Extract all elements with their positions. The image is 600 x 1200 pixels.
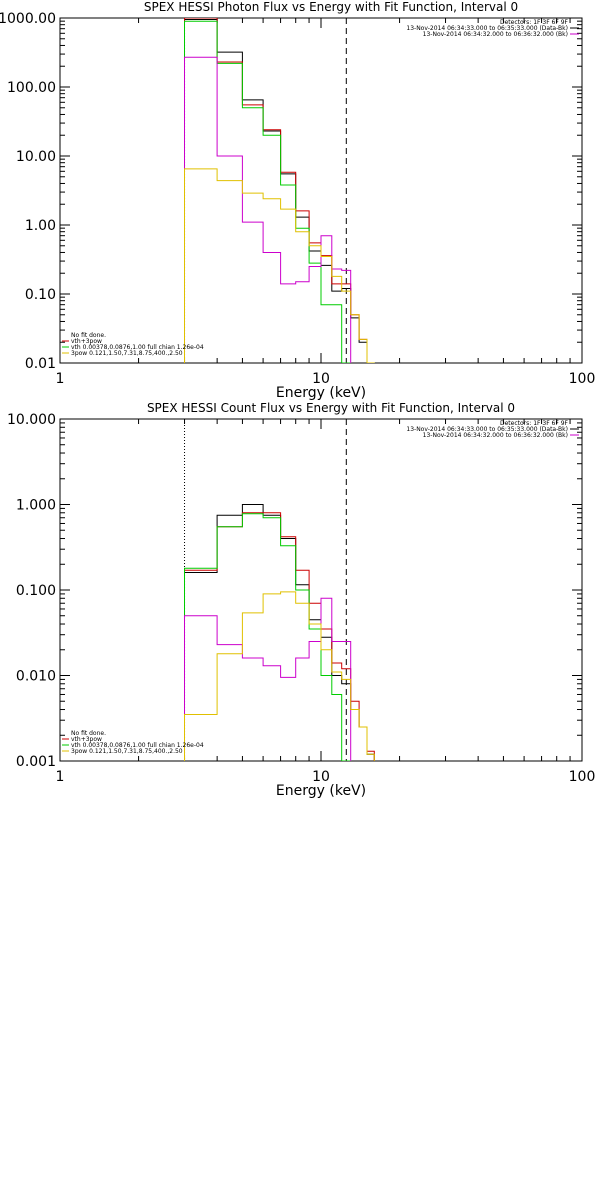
series-line-3 [184,597,352,761]
y-tick-label: 0.10 [25,287,56,303]
legend-top-text: 13-Nov-2014 06:34:33.000 to 06:35:33.000… [406,25,568,32]
legend-top-text: Detectors: 1F 3F 6F 9F [500,420,569,427]
x-tick-label: 100 [569,371,596,387]
x-tick-label: 1 [56,371,65,387]
legend-bottom-text: No fit done. [71,730,106,737]
y-tick-label: 10.000 [7,412,56,428]
series-line-4 [184,168,375,363]
x-axis-label: Energy (keV) [276,385,366,401]
x-tick-label: 10 [312,769,330,785]
legend-bottom-text: vth 0.00378,0.0876,1.00 full chian 1.26e… [71,344,204,351]
legend-top-text: 13-Nov-2014 06:34:32.000 to 06:36:32.000… [423,31,568,38]
legend-top-text: Detectors: 1F 3F 6F 9F [500,19,569,26]
y-tick-label: 0.01 [25,356,56,372]
y-tick-label: 1.00 [25,218,56,234]
y-tick-label: 100.00 [7,80,56,96]
chart-title: SPEX HESSI Photon Flux vs Energy with Fi… [144,0,518,14]
photon-flux-chart: SPEX HESSI Photon Flux vs Energy with Fi… [0,0,595,401]
count-flux-chart: SPEX HESSI Count Flux vs Energy with Fit… [7,401,595,799]
x-tick-label: 100 [569,769,596,785]
y-tick-label: 10.00 [16,149,56,165]
legend-bottom-text: vth 0.00378,0.0876,1.00 full chian 1.26e… [71,742,204,749]
chart-title: SPEX HESSI Count Flux vs Energy with Fit… [147,401,515,415]
y-tick-label: 0.010 [16,669,56,685]
series-line-2 [184,20,352,363]
legend-bottom-text: No fit done. [71,332,106,339]
y-tick-label: 0.100 [16,583,56,599]
legend-top-text: 13-Nov-2014 06:34:32.000 to 06:36:32.000… [423,432,568,439]
y-tick-label: 1000.00 [0,11,56,27]
legend-bottom-text: 3pow 0.121,1.50,7.31,8.75,400.,2.50 [71,748,183,755]
y-tick-label: 0.001 [16,754,56,770]
legend-top-text: 13-Nov-2014 06:34:33.000 to 06:35:33.000… [406,426,568,433]
series-line-4 [184,591,375,761]
series-line-3 [184,56,352,363]
x-axis-label: Energy (keV) [276,783,366,799]
series-line-2 [184,513,352,761]
x-tick-label: 10 [312,371,330,387]
legend-bottom-text: vth+3pow [71,338,102,345]
legend-bottom-text: 3pow 0.121,1.50,7.31,8.75,400.,2.50 [71,350,183,357]
legend-bottom-text: vth+3pow [71,736,102,743]
y-tick-label: 1.000 [16,498,56,514]
x-tick-label: 1 [56,769,65,785]
